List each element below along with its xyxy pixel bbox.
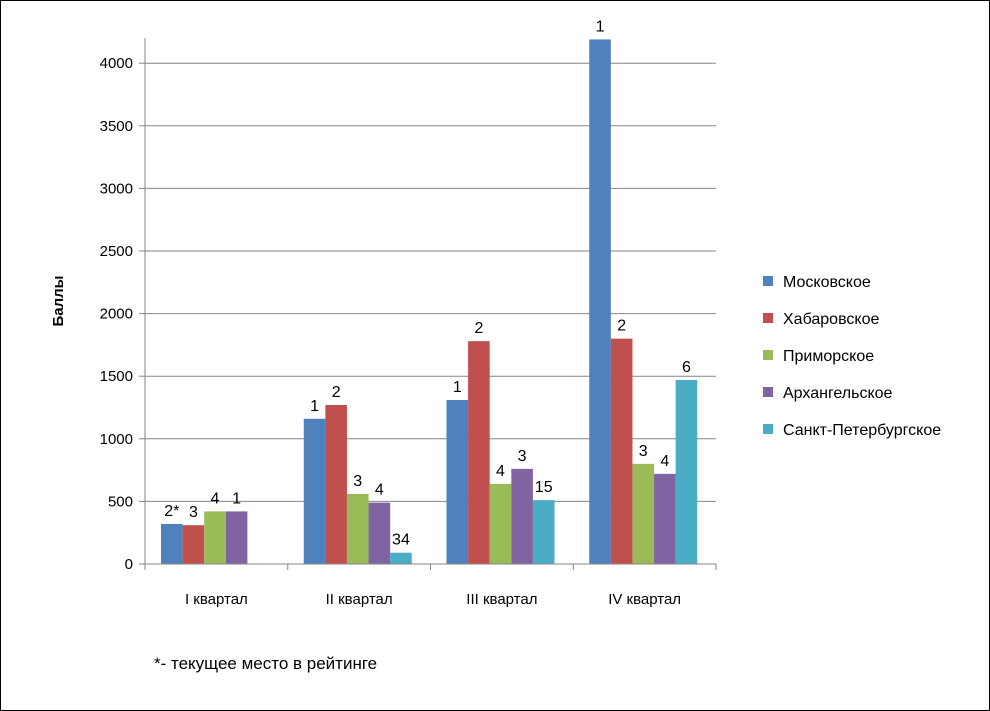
y-tick-label: 3000 [100,180,133,197]
legend: Московское Хабаровское Приморское Архангель… [763,274,941,439]
data-label: 2 [474,320,483,337]
axes: 0 500 1000 1500 2000 2500 3000 3500 4000 I кварта… [100,38,717,608]
data-label: 1 [232,490,241,507]
bar [161,523,183,564]
data-label: 4 [211,490,220,507]
data-label: 2* [164,503,179,520]
data-label: 4 [496,463,505,480]
bar [610,338,633,564]
legend-label: Архангельское [783,385,893,402]
bar [368,502,391,564]
bar [303,418,326,564]
y-axis-label: Баллы [50,276,67,327]
legend-label: Санкт-Петербургское [783,422,941,439]
data-label: 3 [353,473,362,490]
bar [511,468,533,564]
bar [632,463,655,564]
y-tick-label: 2500 [100,243,133,260]
legend-swatch [763,313,773,323]
y-tick-label: 0 [125,556,133,573]
x-tick-label: I квартал [185,591,248,608]
data-label: 3 [189,504,198,521]
bar [325,404,347,564]
data-label: 4 [375,482,384,499]
bar [182,525,205,564]
data-label: 2 [332,384,341,401]
data-label: 6 [682,359,691,376]
bar [489,483,512,564]
y-tick-label: 2000 [100,306,133,323]
legend-swatch [763,387,773,397]
data-label: 1 [453,379,462,396]
bar [204,511,226,564]
x-tick-label: II квартал [326,591,393,608]
bar [390,552,412,564]
legend-label: Хабаровское [783,311,879,328]
bar [589,39,611,565]
y-tick-label: 1000 [100,431,133,448]
y-tick-label: 500 [108,493,133,510]
bar [468,341,490,564]
data-label: 1 [310,398,319,415]
data-label: 4 [660,453,669,470]
y-tick-label: 3500 [100,118,133,135]
bar [654,473,676,564]
x-tick-label: IV квартал [608,591,681,608]
x-tick-label: III квартал [466,591,537,608]
legend-swatch [763,350,773,360]
y-tick-label: 4000 [100,55,133,72]
data-label: 1 [596,18,605,35]
data-label: 15 [535,479,553,496]
legend-label: Московское [783,274,871,291]
bar [446,399,469,564]
legend-label: Приморское [783,348,874,365]
bar [346,493,369,564]
bar [532,500,555,564]
bars [161,39,698,565]
bar [225,511,248,564]
legend-swatch [763,424,773,434]
data-label: 3 [518,448,527,465]
data-label: 2 [617,318,626,335]
bar [675,379,698,564]
legend-swatch [763,276,773,286]
footnote: *- текущее место в рейтинге [154,654,378,673]
data-label: 34 [392,532,410,549]
data-label: 3 [639,443,648,460]
y-tick-label: 1500 [100,368,133,385]
